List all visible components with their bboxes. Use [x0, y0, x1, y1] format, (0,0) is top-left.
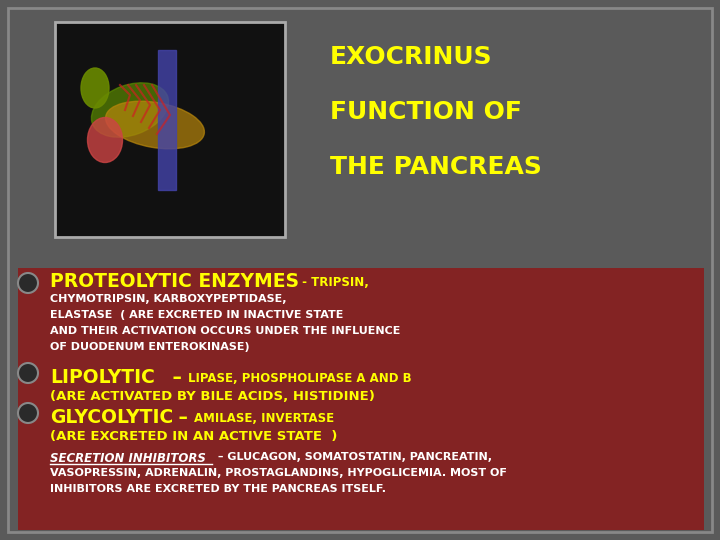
Ellipse shape	[81, 68, 109, 108]
Text: –: –	[166, 368, 189, 387]
Text: GLYCOLYTIC: GLYCOLYTIC	[50, 408, 174, 427]
Ellipse shape	[88, 118, 122, 163]
Bar	[55, 22, 285, 237]
Text: FUNCTION OF: FUNCTION OF	[330, 100, 522, 124]
Text: AMILASE, INVERTASE: AMILASE, INVERTASE	[194, 412, 334, 425]
Text: THE PANCREAS: THE PANCREAS	[330, 155, 542, 179]
Text: OF DUODENUM ENTEROKINASE): OF DUODENUM ENTEROKINASE)	[50, 342, 250, 352]
Text: PROTEOLYTIC ENZYMES: PROTEOLYTIC ENZYMES	[50, 272, 299, 291]
Text: - TRIPSIN,: - TRIPSIN,	[298, 276, 369, 289]
Text: LIPASE, PHOSPHOLIPASE A AND B: LIPASE, PHOSPHOLIPASE A AND B	[188, 372, 412, 385]
Text: –: –	[172, 408, 194, 427]
Circle shape	[18, 363, 38, 383]
Text: – GLUCAGON, SOMATOSTATIN, PANCREATIN,: – GLUCAGON, SOMATOSTATIN, PANCREATIN,	[214, 452, 492, 462]
Text: (ARE EXCRETED IN AN ACTIVE STATE  ): (ARE EXCRETED IN AN ACTIVE STATE )	[50, 430, 338, 443]
Text: VASOPRESSIN, ADRENALIN, PROSTAGLANDINS, HYPOGLICEMIA. MOST OF: VASOPRESSIN, ADRENALIN, PROSTAGLANDINS, …	[50, 468, 507, 478]
Ellipse shape	[91, 83, 168, 137]
Text: LIPOLYTIC: LIPOLYTIC	[50, 368, 155, 387]
Bar	[158, 50, 176, 190]
Text: (ARE ACTIVATED BY BILE ACIDS, HISTIDINE): (ARE ACTIVATED BY BILE ACIDS, HISTIDINE)	[50, 390, 375, 403]
Text: EXOCRINUS: EXOCRINUS	[330, 45, 492, 69]
Text: ELASTASE  ( ARE EXCRETED IN INACTIVE STATE: ELASTASE ( ARE EXCRETED IN INACTIVE STAT…	[50, 310, 343, 320]
Text: AND THEIR ACTIVATION OCCURS UNDER THE INFLUENCE: AND THEIR ACTIVATION OCCURS UNDER THE IN…	[50, 326, 400, 336]
Text: CHYMOTRIPSIN, KARBOXYPEPTIDASE,: CHYMOTRIPSIN, KARBOXYPEPTIDASE,	[50, 294, 287, 304]
Ellipse shape	[106, 101, 204, 149]
Circle shape	[18, 273, 38, 293]
Circle shape	[18, 403, 38, 423]
Bar	[18, 268, 704, 530]
Text: SECRETION INHIBITORS: SECRETION INHIBITORS	[50, 452, 206, 465]
Text: INHIBITORS ARE EXCRETED BY THE PANCREAS ITSELF.: INHIBITORS ARE EXCRETED BY THE PANCREAS …	[50, 484, 386, 494]
